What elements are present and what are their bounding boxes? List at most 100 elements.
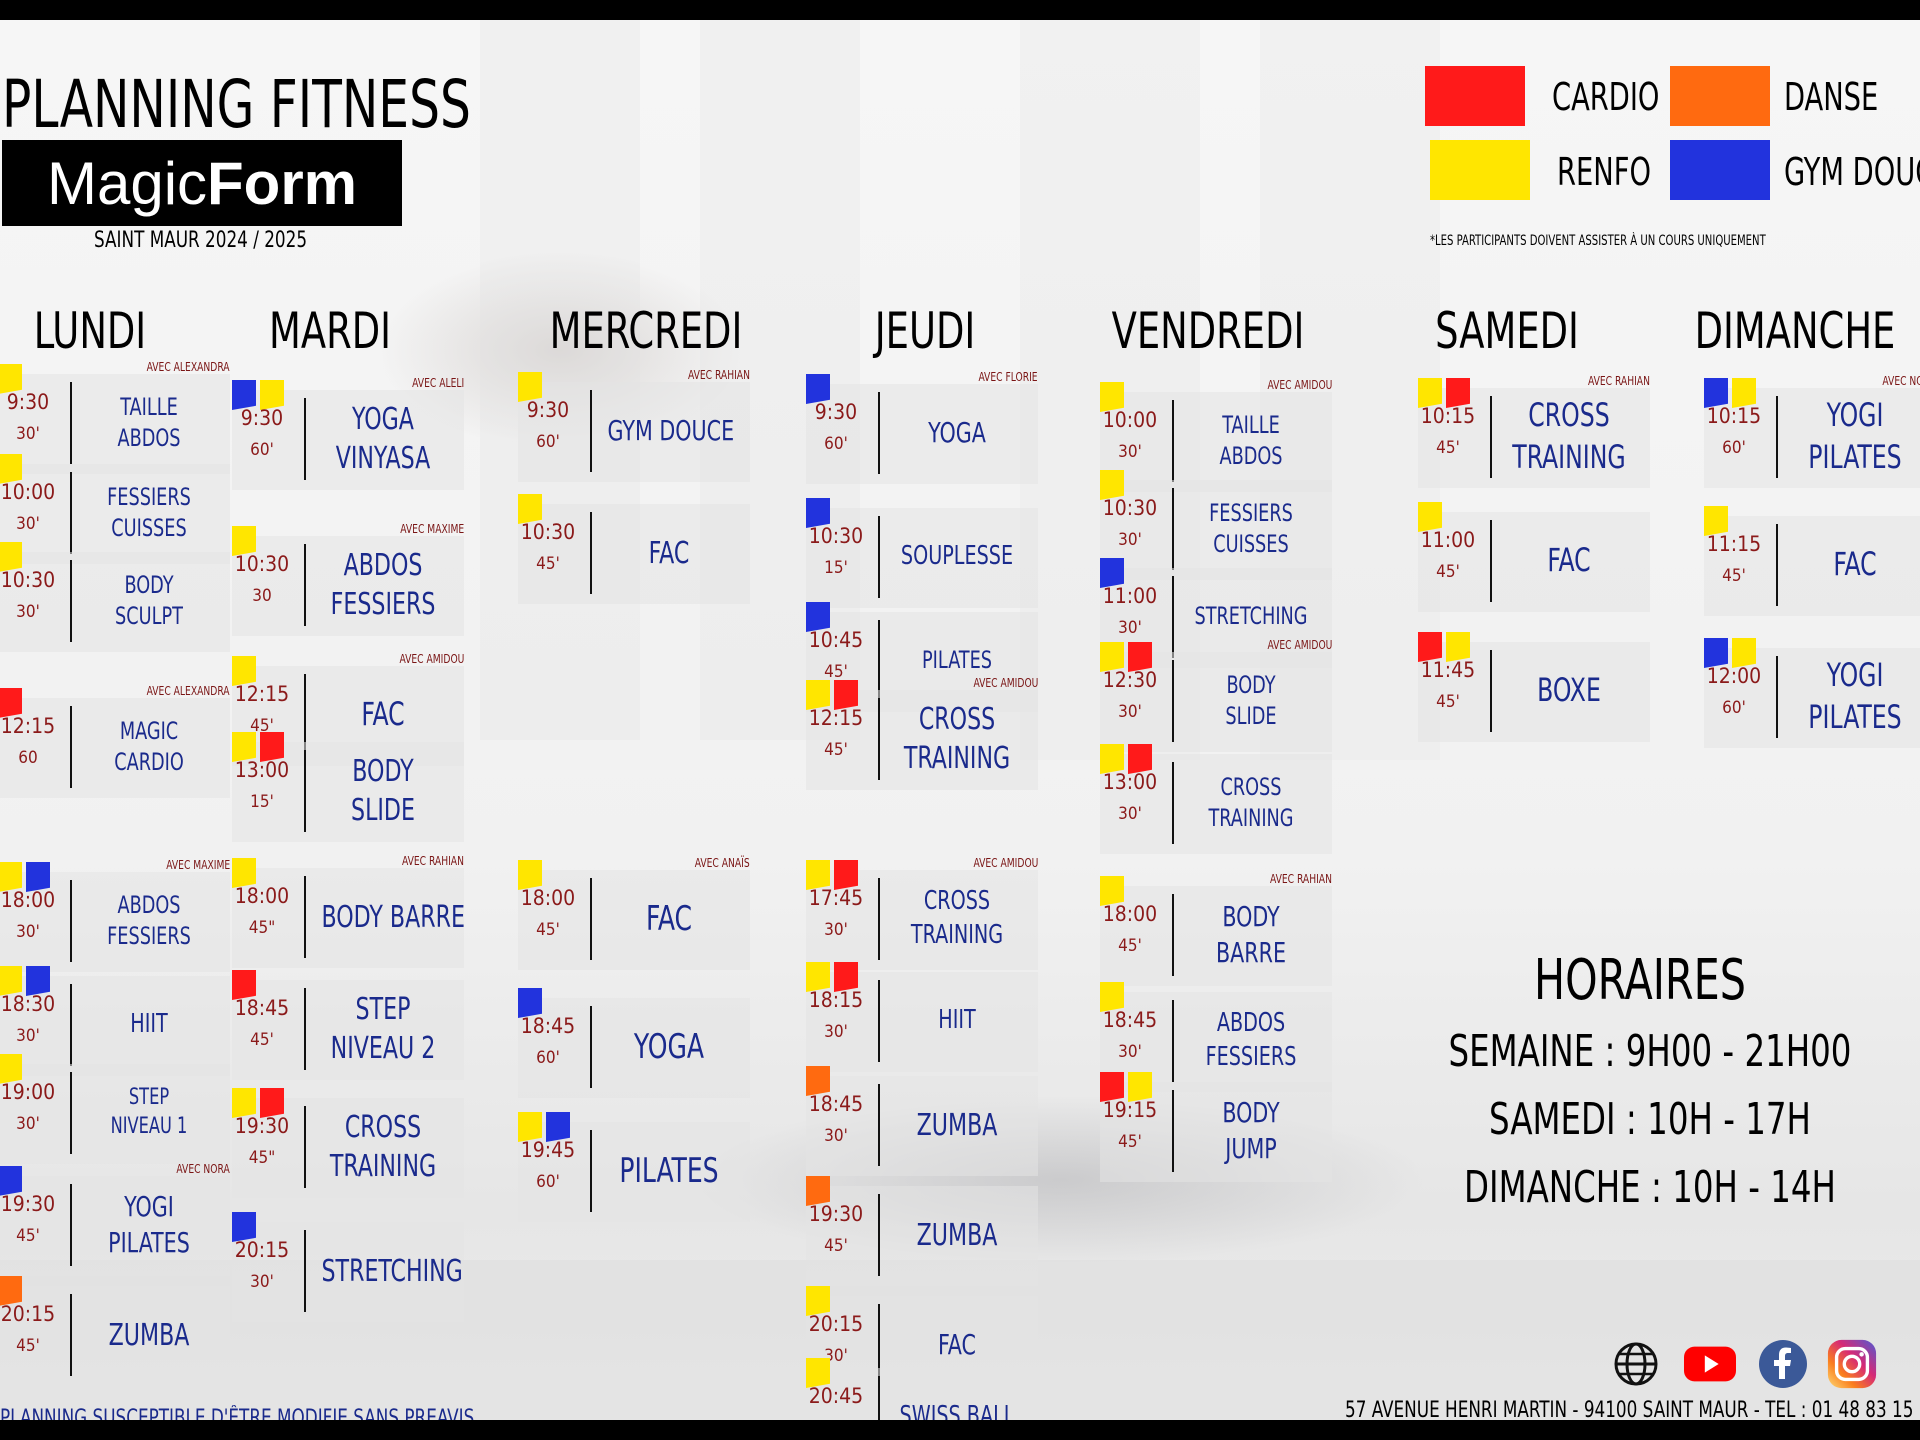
class-name: ZUMBA xyxy=(74,1294,224,1376)
class-time: 9:30 xyxy=(6,390,50,414)
category-marker xyxy=(260,1088,284,1118)
day-header-mercredi: MERCREDI xyxy=(549,302,743,360)
class-card-background xyxy=(1100,392,1332,492)
instagram-icon[interactable] xyxy=(1826,1338,1878,1390)
category-marker xyxy=(1100,470,1124,500)
class-name-line: CARDIO xyxy=(114,748,184,776)
category-marker xyxy=(546,1112,570,1142)
class-name-line: CUISSES xyxy=(111,514,187,542)
class-name: FAC xyxy=(594,512,744,594)
class-divider xyxy=(1172,762,1174,844)
class-time: 18:00 xyxy=(0,888,56,912)
category-marker xyxy=(26,966,50,996)
category-marker xyxy=(806,374,830,404)
facebook-icon[interactable] xyxy=(1757,1338,1809,1390)
class-divider xyxy=(878,1084,880,1166)
class-duration: 60' xyxy=(250,440,274,460)
class-time: 10:30 xyxy=(234,552,290,576)
class-divider xyxy=(1172,1090,1174,1172)
class-divider xyxy=(70,1072,72,1154)
logo-text-light: Magic xyxy=(46,149,208,217)
class-name-line: ABDOS xyxy=(1219,442,1283,470)
class-name: CROSS TRAINING xyxy=(882,698,1032,780)
legend-label-gym-douce: GYM DOUCE xyxy=(1784,150,1920,194)
class-time: 12:00 xyxy=(1706,664,1762,688)
youtube-icon[interactable] xyxy=(1684,1338,1736,1390)
class-divider xyxy=(70,1294,72,1376)
class-divider xyxy=(304,876,306,958)
category-marker xyxy=(232,732,256,762)
class-divider xyxy=(304,1230,306,1312)
class-name-line: HIIT xyxy=(938,1005,976,1036)
class-name: CROSS TRAINING xyxy=(882,878,1032,960)
class-time: 20:15 xyxy=(808,1312,864,1336)
class-coach: AVEC AMIDOU xyxy=(399,652,464,666)
class-card-background xyxy=(232,1222,464,1322)
class-name-line: ZUMBA xyxy=(916,1107,998,1143)
class-time: 13:00 xyxy=(234,758,290,782)
legend-swatch-gym-douce xyxy=(1670,140,1770,200)
class-duration: 45' xyxy=(1722,566,1746,586)
class-name-line: STRETCHING xyxy=(1194,602,1308,631)
class-name: ZUMBA xyxy=(882,1194,1032,1276)
category-marker xyxy=(806,1286,830,1316)
legend-swatch-cardio xyxy=(1425,66,1525,126)
class-coach: AVEC RAHIAN xyxy=(1587,374,1650,388)
footer-address: 57 AVENUE HENRI MARTIN - 94100 SAINT MAU… xyxy=(1345,1398,1920,1420)
category-marker xyxy=(1446,632,1470,662)
class-duration: 45' xyxy=(1118,1132,1142,1152)
class-name-line: STEP xyxy=(355,992,411,1027)
class-duration: 45' xyxy=(16,1336,40,1356)
class-duration: 30' xyxy=(1118,442,1142,462)
category-marker xyxy=(1128,1072,1152,1102)
class-name: YOGI PILATES xyxy=(74,1184,224,1266)
class-duration: 45' xyxy=(536,920,560,940)
class-coach: AVEC ALELI xyxy=(411,376,464,390)
class-time: 10:15 xyxy=(1706,404,1762,428)
class-time: 19:30 xyxy=(0,1192,56,1216)
class-coach: AVEC AMIDOU xyxy=(1267,378,1332,392)
class-name: FAC xyxy=(594,878,744,960)
class-duration: 45' xyxy=(1118,936,1142,956)
class-time: 17:45 xyxy=(808,886,864,910)
class-name: BODY BARRE xyxy=(1176,894,1326,976)
class-name-line: ABDOS xyxy=(117,424,181,452)
class-divider xyxy=(1490,520,1492,602)
category-marker xyxy=(1100,558,1124,588)
class-name-line: SLIDE xyxy=(351,793,415,828)
class-name-line: ZUMBA xyxy=(916,1217,998,1253)
class-name-line: ABDOS xyxy=(117,890,181,919)
category-marker xyxy=(518,372,542,402)
class-card-background xyxy=(0,552,230,652)
class-time: 19:30 xyxy=(808,1202,864,1226)
class-divider xyxy=(1172,576,1174,658)
category-marker xyxy=(0,1054,22,1084)
class-time: 12:15 xyxy=(0,714,56,738)
class-duration: 45" xyxy=(248,1148,276,1168)
class-divider xyxy=(878,1304,880,1386)
class-name: BODY SLIDE xyxy=(308,750,458,832)
class-card-background xyxy=(1100,480,1332,580)
class-time: 20:45 xyxy=(808,1384,864,1408)
category-marker xyxy=(1704,506,1728,536)
class-name-line: TRAINING xyxy=(910,920,1004,950)
category-marker xyxy=(232,1088,256,1118)
category-marker xyxy=(806,860,830,890)
class-time: 11:15 xyxy=(1706,532,1762,556)
category-marker xyxy=(232,380,256,410)
day-header-lundi: LUNDI xyxy=(33,302,147,360)
class-time: 18:30 xyxy=(0,992,56,1016)
day-header-jeudi: JEUDI xyxy=(874,302,976,360)
class-card-background xyxy=(1418,512,1650,612)
class-time: 18:00 xyxy=(1102,902,1158,926)
class-coach: AVEC RAHIAN xyxy=(687,368,750,382)
category-marker xyxy=(806,1176,830,1206)
class-name: YOGA VINYASA xyxy=(308,398,458,480)
category-marker xyxy=(0,862,22,892)
class-card-background xyxy=(518,870,750,970)
class-card-background xyxy=(1704,516,1920,616)
class-name-line: FAC xyxy=(648,535,690,571)
globe-icon[interactable] xyxy=(1610,1338,1662,1390)
class-duration: 30' xyxy=(1118,1042,1142,1062)
class-name-line: TRAINING xyxy=(329,1149,437,1184)
